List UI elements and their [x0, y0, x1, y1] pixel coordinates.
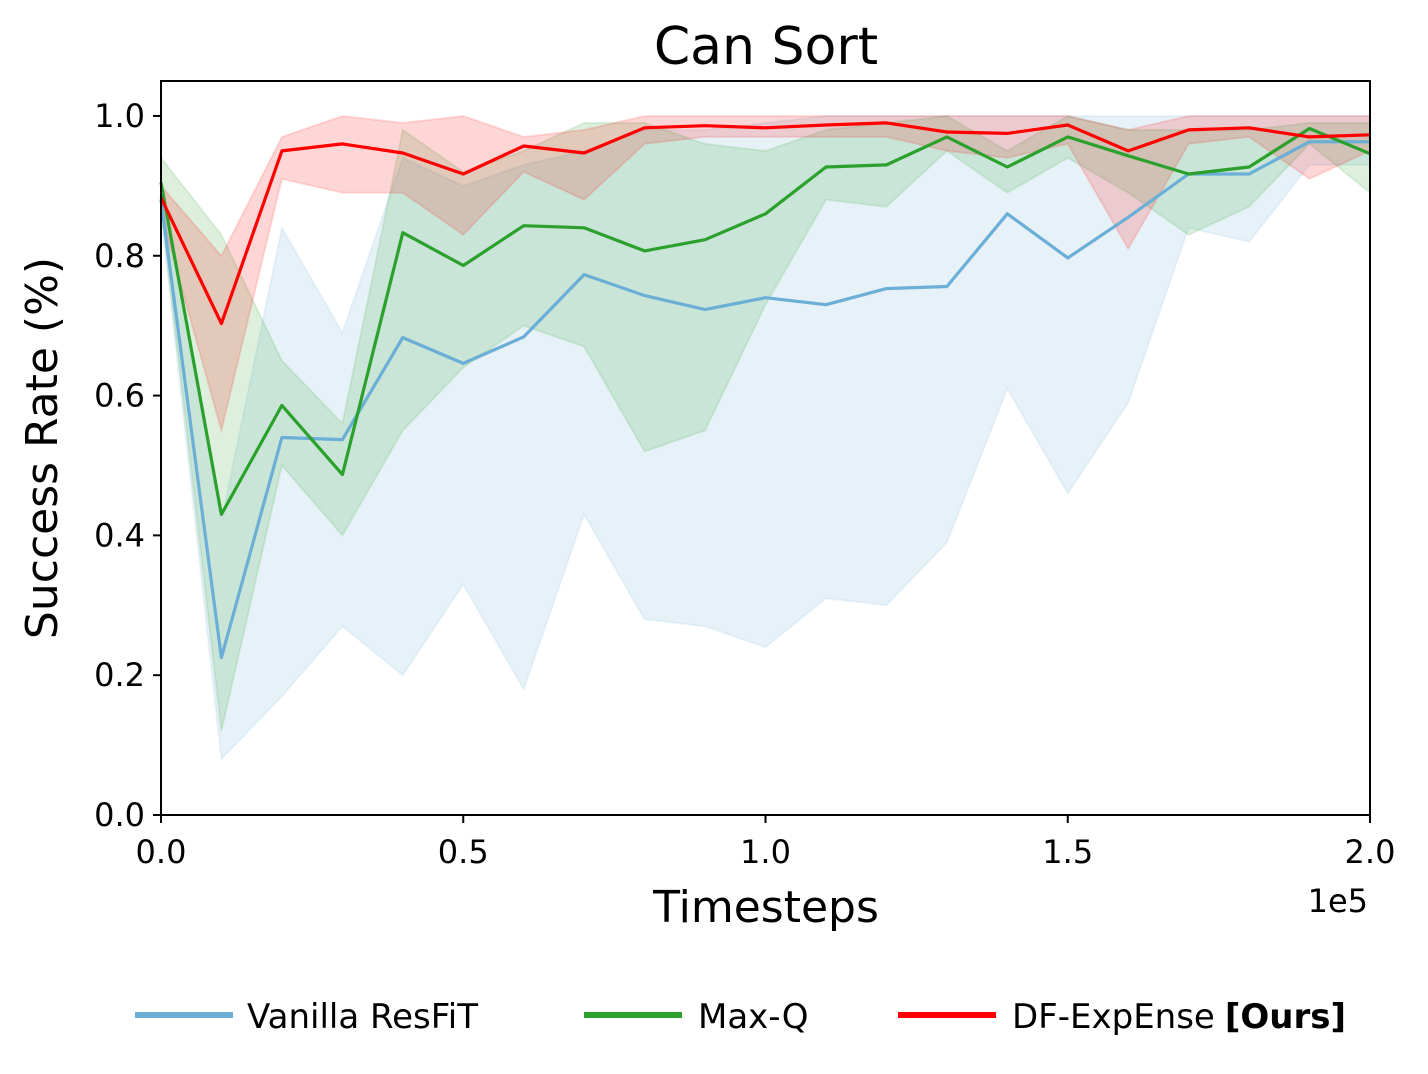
- x-axis-offset-label: 1e5: [1308, 882, 1368, 920]
- y-tick-label: 0.4: [94, 516, 145, 554]
- x-tick-label: 1.5: [1042, 833, 1093, 871]
- y-tick-label: 0.8: [94, 237, 145, 275]
- y-tick-label: 0.0: [94, 796, 145, 834]
- x-tick-label: 0.5: [438, 833, 489, 871]
- legend-label-df-expense-name: DF-ExpEnse: [1012, 997, 1215, 1037]
- x-tick-label: 2.0: [1345, 833, 1396, 871]
- legend-label-df-expense-suffix: [Ours]: [1225, 997, 1346, 1037]
- x-tick-label: 0.0: [136, 833, 187, 871]
- chart-title: Can Sort: [654, 17, 878, 77]
- y-tick-label: 0.2: [94, 656, 145, 694]
- y-axis-label: Success Rate (%): [17, 257, 68, 639]
- line-max-q: [159, 126, 1371, 517]
- line-vanilla-resfit: [159, 140, 1370, 660]
- line-df-expense: [159, 121, 1371, 326]
- legend: Vanilla ResFiT Max-Q DF-ExpEnse [Ours]: [135, 997, 1346, 1037]
- x-tick-label: 1.0: [740, 833, 791, 871]
- legend-label-max-q: Max-Q: [698, 997, 809, 1037]
- x-axis-label: Timesteps: [652, 882, 879, 933]
- confidence-bands: [160, 114, 1371, 762]
- y-tick-label: 0.6: [94, 377, 145, 415]
- legend-label-vanilla-resfit: Vanilla ResFiT: [247, 997, 478, 1037]
- y-tick-label: 1.0: [94, 97, 145, 135]
- y-axis: 0.0 0.2 0.4 0.6 0.8 1.0: [94, 97, 161, 834]
- x-axis: 0.0 0.5 1.0 1.5 2.0: [136, 815, 1396, 871]
- series-lines: [159, 121, 1371, 660]
- legend-label-df-expense: DF-ExpEnse [Ours]: [1012, 997, 1346, 1037]
